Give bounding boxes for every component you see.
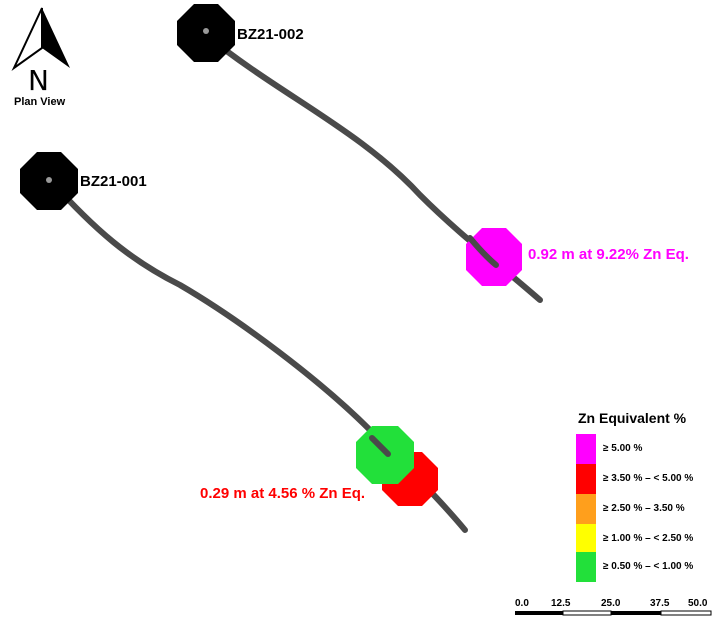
north-letter: N: [28, 64, 49, 97]
legend-title: Zn Equivalent %: [578, 410, 687, 426]
plan-view-label: Plan View: [14, 96, 66, 108]
legend-label: ≥ 3.50 % – < 5.00 %: [603, 473, 694, 484]
legend-swatch: [576, 434, 596, 464]
scale-tick-label: 50.0: [688, 598, 708, 609]
scale-tick-label: 0.0: [515, 598, 529, 609]
collar-marker-bz21-001[interactable]: [20, 152, 78, 210]
legend-label: ≥ 5.00 %: [603, 443, 643, 454]
drillhole-label-bz21-001: BZ21-001: [80, 173, 147, 190]
legend-label: ≥ 2.50 % – 3.50 %: [603, 503, 685, 514]
scale-tick-label: 37.5: [650, 598, 670, 609]
legend-swatch: [576, 524, 596, 554]
intercept-label-bz21-002: 0.92 m at 9.22% Zn Eq.: [528, 246, 689, 263]
legend-label: ≥ 1.00 % – < 2.50 %: [603, 533, 694, 544]
intercept-marker-bz21-002[interactable]: [466, 228, 522, 286]
legend-swatch: [576, 464, 596, 494]
scale-tick-label: 12.5: [551, 598, 571, 609]
north-arrow-icon: [11, 7, 70, 72]
legend-swatch: [576, 494, 596, 524]
intercept-label-bz21-001: 0.29 m at 4.56 % Zn Eq.: [200, 485, 366, 502]
drillhole-label-bz21-002: BZ21-002: [237, 26, 304, 43]
scale-bar: [515, 610, 712, 616]
collar-marker-bz21-002[interactable]: [177, 4, 235, 62]
scale-tick-label: 25.0: [601, 598, 621, 609]
legend-swatch: [576, 552, 596, 582]
legend-label: ≥ 0.50 % – < 1.00 %: [603, 561, 694, 572]
